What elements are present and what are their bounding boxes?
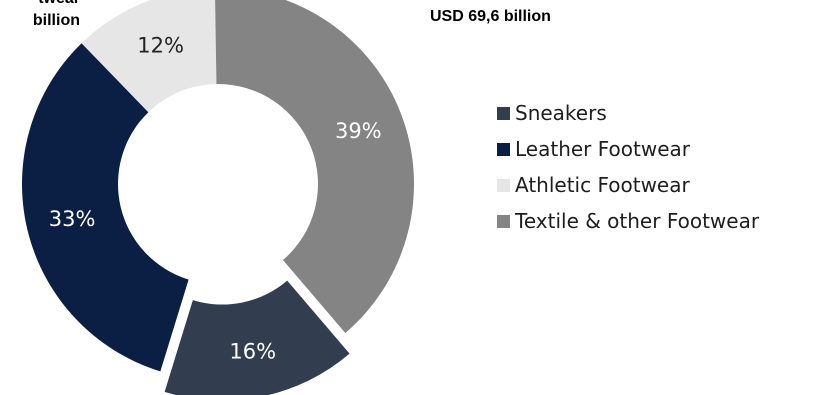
donut-slice-label-leather-footwear: 33% bbox=[49, 207, 96, 231]
legend-item-leather-footwear: Leather Footwear bbox=[497, 137, 759, 161]
legend-item-athletic-footwear: Athletic Footwear bbox=[497, 173, 759, 197]
legend-label-leather-footwear: Leather Footwear bbox=[515, 137, 690, 161]
donut-slice-label-textile-other-footwear: 39% bbox=[335, 119, 382, 143]
donut-slice-athletic-footwear bbox=[81, 0, 217, 113]
donut-slices bbox=[21, 0, 414, 395]
chart-legend: Sneakers Leather Footwear Athletic Footw… bbox=[497, 101, 759, 245]
left-total-annotation: twear billion bbox=[0, 0, 80, 32]
legend-label-textile-other-footwear: Textile & other Footwear bbox=[515, 209, 760, 233]
donut-slice-labels: 16% 33% 12% 39% bbox=[49, 33, 382, 363]
legend-item-sneakers: Sneakers bbox=[497, 101, 759, 125]
donut-slice-textile-other-footwear bbox=[215, 0, 414, 334]
legend-swatch-sneakers bbox=[497, 106, 510, 120]
donut-slice-sneakers bbox=[164, 280, 350, 395]
legend-swatch-athletic-footwear bbox=[497, 178, 510, 192]
legend-label-sneakers: Sneakers bbox=[515, 101, 607, 125]
left-annotation-line-2: billion bbox=[32, 12, 80, 29]
legend-item-textile-other-footwear: Textile & other Footwear bbox=[497, 209, 759, 233]
left-annotation-line-1: twear bbox=[0, 0, 80, 10]
donut-slice-label-athletic-footwear: 12% bbox=[137, 33, 184, 57]
donut-slice-leather-footwear bbox=[21, 43, 189, 372]
legend-swatch-leather-footwear bbox=[497, 142, 510, 156]
right-total-annotation: USD 69,6 billion bbox=[430, 8, 551, 25]
legend-swatch-textile-other-footwear bbox=[497, 214, 510, 228]
donut-slice-label-sneakers: 16% bbox=[229, 339, 276, 363]
legend-label-athletic-footwear: Athletic Footwear bbox=[515, 173, 690, 197]
